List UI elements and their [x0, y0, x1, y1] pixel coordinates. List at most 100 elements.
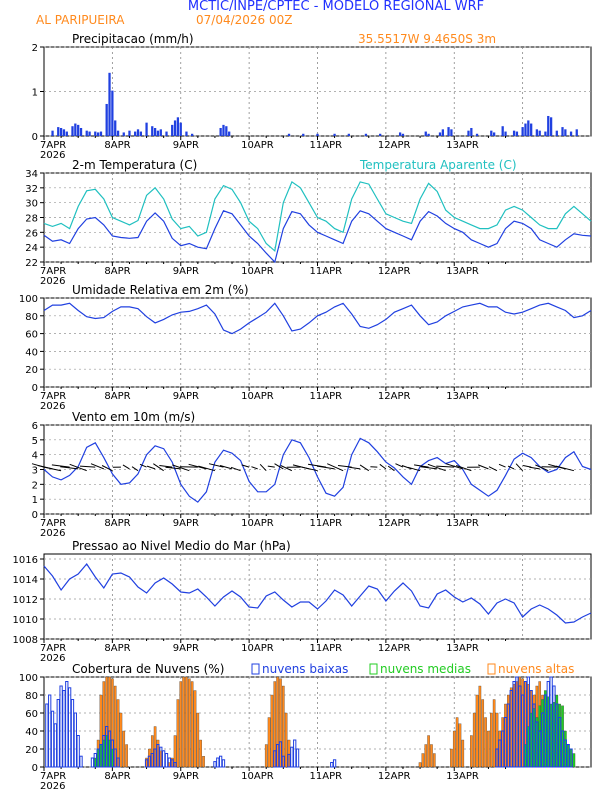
cloud-bar-blue [62, 690, 66, 768]
series-line-blue [43, 302, 592, 335]
wind-barb [159, 465, 173, 468]
cloud-bar-blue [164, 753, 169, 768]
cloud-bar-blue [546, 681, 550, 768]
y-tick-label: 60 [25, 330, 38, 341]
precip-bar [544, 131, 547, 136]
precip-bar [492, 132, 496, 136]
precip-bar [347, 133, 350, 136]
cloud-bar-blue [520, 694, 525, 768]
cloud-bar-blue [216, 757, 220, 768]
y-tick-label: 32 [25, 184, 38, 195]
precip-bar [191, 133, 194, 136]
legend-swatch-baixas [251, 663, 260, 675]
cloud-bar-orange [492, 699, 496, 768]
cloud-bar-blue [213, 761, 217, 768]
x-year-label: 2026 [40, 653, 65, 664]
cloud-bar-orange [193, 690, 197, 768]
y-tick-label: 60 [25, 709, 38, 720]
y-tick-label: 20 [25, 745, 38, 756]
precip-bar [108, 72, 111, 136]
wind-barb [299, 466, 318, 472]
x-tick-label: 13APR [446, 518, 479, 529]
panel-title-2: Temperatura Aparente (C) [359, 158, 517, 172]
wind-barb [337, 465, 352, 468]
x-tick-label: 7APR [40, 771, 66, 782]
precip-bar [153, 127, 157, 136]
wind-barb [515, 463, 523, 472]
y-tick-label: 40 [25, 727, 38, 738]
cloud-bar-blue [56, 699, 60, 768]
cloud-bar-orange [176, 699, 180, 768]
cloud-bar-blue [543, 694, 548, 768]
wind-barb [101, 465, 113, 472]
y-tick-label: 3 [32, 466, 38, 477]
cloud-bar-blue [45, 703, 49, 768]
cloud-bar-blue [295, 748, 300, 768]
cloud-bar-orange [450, 748, 453, 768]
cloud-bar-blue [99, 744, 103, 768]
cloud-bar-orange [284, 712, 288, 768]
series-line-cyan [43, 180, 592, 253]
cloud-bar-blue [518, 685, 522, 768]
wind-barb [535, 464, 549, 472]
cloud-bar-blue [156, 744, 160, 768]
panel-title: Umidade Relativa em 2m (%) [72, 283, 249, 297]
wind-barb [131, 466, 139, 472]
cloud-bar-blue [162, 750, 166, 768]
precip-bar [287, 133, 291, 136]
precip-bar [77, 124, 80, 136]
cloud-bar-blue [116, 757, 120, 768]
y-tick-label: 100 [19, 294, 38, 305]
x-tick-label: 13APR [446, 643, 479, 654]
x-tick-label: 13APR [446, 140, 479, 151]
wind-barb [267, 465, 275, 468]
precip-bar [65, 131, 68, 136]
x-tick-label: 12APR [378, 771, 411, 782]
precip-bar [512, 130, 516, 136]
x-tick-label: 12APR [378, 518, 411, 529]
cloud-bar-blue [48, 694, 52, 768]
x-tick-label: 11APR [310, 518, 343, 529]
y-tick-label: 40 [25, 347, 38, 358]
y-tick-label: 80 [25, 312, 38, 323]
cloud-bar-blue [523, 681, 528, 768]
precip-bar [94, 131, 97, 136]
wind-barb [139, 463, 147, 468]
cloud-bar-orange [182, 676, 185, 768]
precip-bar [139, 131, 143, 136]
series-line-blue [43, 210, 592, 264]
chart-title: MCTIC/INPE/CPTEC - MODELO REGIONAL WRF [188, 0, 484, 14]
x-tick-label: 12APR [378, 140, 411, 151]
cloud-bar-orange [264, 744, 268, 768]
cloud-bar-blue [281, 755, 285, 768]
wind-barb [407, 466, 421, 472]
precip-bar [538, 130, 541, 136]
wind-barb [522, 465, 532, 468]
cloud-bar-blue [68, 687, 72, 768]
cloud-bar-blue [566, 744, 570, 768]
y-tick-label: 1014 [13, 575, 38, 586]
cloud-bar-orange [185, 676, 188, 768]
cloud-bar-blue [538, 730, 542, 768]
x-tick-label: 12APR [378, 266, 411, 277]
x-tick-label: 9APR [173, 771, 199, 782]
precip-bar [134, 131, 137, 136]
x-tick-label: 8APR [104, 518, 130, 529]
x-year-label: 2026 [40, 276, 65, 287]
precip-bar [85, 130, 88, 136]
legend-swatch-altas [487, 663, 496, 675]
precip-bar [57, 127, 60, 136]
precip-bar [122, 132, 125, 136]
x-tick-label: 9APR [173, 391, 199, 402]
wind-barb [359, 464, 370, 472]
location-label: AL PARIPUEIRA [36, 13, 125, 27]
cloud-bar-blue [563, 739, 567, 768]
precip-bar [555, 130, 558, 136]
precip-bar [96, 132, 100, 136]
cloud-bar-orange [487, 730, 490, 768]
precip-bar [333, 133, 336, 136]
precip-bar [111, 90, 114, 136]
precip-bar [447, 127, 450, 136]
cloud-bar-orange [470, 735, 473, 768]
